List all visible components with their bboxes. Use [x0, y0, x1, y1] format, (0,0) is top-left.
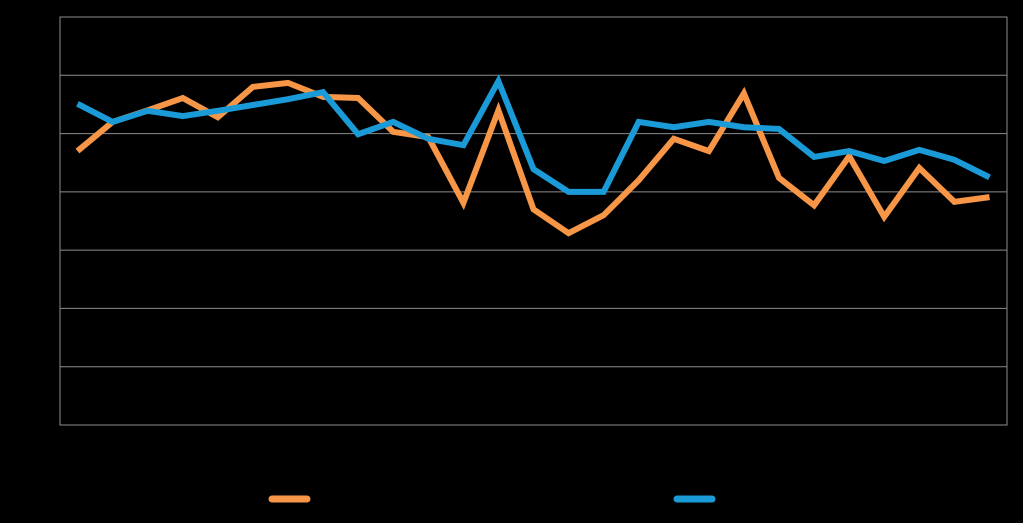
plot-frame [59, 16, 1008, 426]
series-line [75, 79, 990, 237]
series-line [76, 74, 991, 195]
